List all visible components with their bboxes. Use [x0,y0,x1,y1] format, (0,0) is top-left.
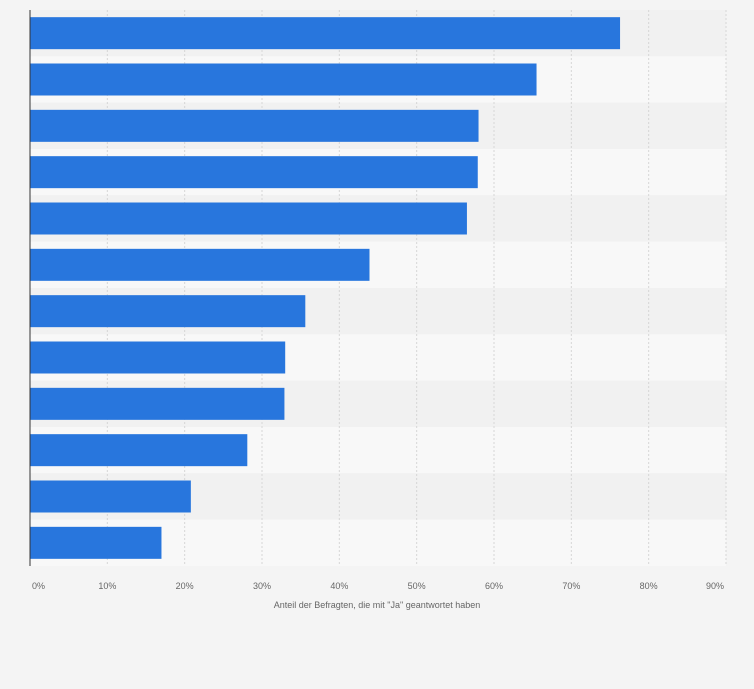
x-tick-label: 40% [330,581,348,591]
x-tick-label: 10% [98,581,116,591]
x-tick-label: 70% [562,581,580,591]
bar [30,156,478,189]
bar [30,109,479,142]
bar [30,341,286,374]
gridlines [106,10,727,566]
bar [30,63,537,96]
bar [30,17,621,50]
x-tick-label: 60% [485,581,503,591]
bar [30,248,370,281]
x-tick-label: 90% [706,581,724,591]
bar [30,526,162,559]
x-tick-labels: 0% 10% 20% 30% 40% 50% 60% 70% 80% 90% [32,581,724,591]
bar [30,202,467,235]
x-tick-label: 50% [408,581,426,591]
bar [30,434,248,467]
bar [30,387,285,420]
x-tick-label: 80% [640,581,658,591]
bars [30,17,621,559]
x-tick-label: 20% [176,581,194,591]
x-axis-label: Anteil der Befragten, die mit "Ja" geant… [274,600,481,610]
bar [30,480,191,513]
x-tick-label: 0% [32,581,45,591]
x-tick-label: 30% [253,581,271,591]
bar [30,295,306,328]
